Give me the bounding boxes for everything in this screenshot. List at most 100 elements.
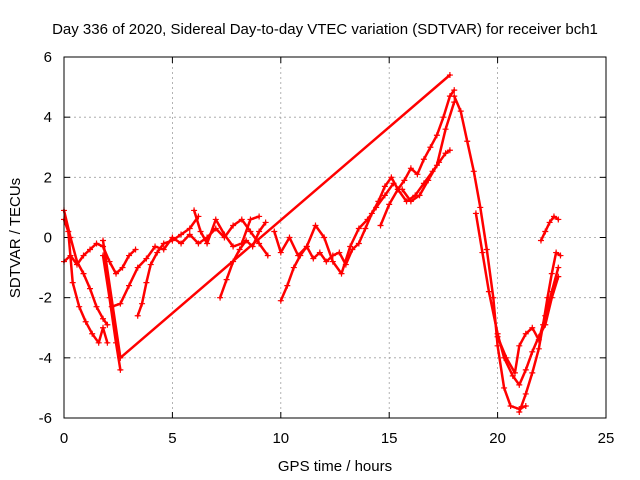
data-point — [544, 294, 551, 301]
data-point — [522, 330, 529, 337]
data-point — [160, 240, 167, 247]
data-point — [433, 132, 440, 139]
data-point — [143, 279, 150, 286]
data-point — [416, 192, 423, 199]
data-point — [529, 324, 536, 331]
data-point — [470, 168, 477, 175]
data-point — [104, 339, 111, 346]
data-point — [82, 318, 89, 325]
data-point — [264, 252, 271, 259]
x-axis-label: GPS time / hours — [278, 458, 392, 475]
data-point — [178, 240, 185, 247]
data-point — [516, 381, 523, 388]
series-isolated — [100, 72, 453, 361]
data-point — [74, 261, 81, 268]
data-point — [401, 177, 408, 184]
data-point — [451, 93, 458, 100]
data-point — [537, 237, 544, 244]
series-sat-m — [451, 93, 529, 412]
data-point — [464, 138, 471, 145]
data-series — [61, 72, 564, 415]
data-point — [516, 342, 523, 349]
y-tick-label: -2 — [39, 290, 52, 307]
chart-title: Day 336 of 2020, Sidereal Day-to-day VTE… — [52, 21, 598, 38]
series-line — [379, 149, 452, 227]
data-point — [134, 312, 141, 319]
series-sat-j — [271, 180, 397, 277]
data-point — [212, 216, 219, 223]
data-point — [511, 369, 518, 376]
data-point — [195, 240, 202, 247]
data-point — [93, 303, 100, 310]
x-tick-label: 0 — [60, 430, 68, 447]
data-point — [477, 204, 484, 211]
data-point — [217, 294, 224, 301]
y-tick-label: 4 — [44, 109, 52, 126]
series-line — [62, 209, 109, 326]
data-point — [154, 249, 161, 256]
series-sat-i — [277, 87, 458, 304]
series-line — [101, 254, 122, 372]
data-point — [100, 315, 107, 322]
data-point — [338, 270, 345, 277]
data-point — [347, 243, 354, 250]
x-tick-label: 25 — [598, 430, 615, 447]
series-sat-f — [134, 213, 202, 319]
data-point — [126, 252, 133, 259]
data-point — [316, 249, 323, 256]
series-sat-q — [537, 213, 562, 244]
data-point — [451, 87, 458, 94]
series-line — [279, 88, 456, 302]
data-point — [425, 177, 432, 184]
data-point — [67, 252, 74, 259]
data-point — [479, 249, 486, 256]
data-point — [522, 366, 529, 373]
data-point — [386, 201, 393, 208]
data-point — [399, 186, 406, 193]
data-point — [221, 231, 228, 238]
axes: 0 5 10 15 20 25 -6 -4 -2 0 2 4 6 — [39, 49, 615, 447]
y-tick-label: -4 — [39, 350, 52, 367]
data-point — [407, 198, 414, 205]
data-point — [373, 204, 380, 211]
data-point — [160, 246, 167, 253]
data-point — [427, 144, 434, 151]
data-point — [303, 243, 310, 250]
data-point — [321, 234, 328, 241]
data-point — [197, 228, 204, 235]
data-point — [113, 270, 120, 277]
data-point — [247, 228, 254, 235]
y-tick-label: -6 — [39, 410, 52, 427]
data-point — [507, 402, 514, 409]
y-tick-label: 0 — [44, 230, 52, 247]
data-point — [355, 225, 362, 232]
series-line — [273, 182, 395, 275]
data-point — [503, 354, 510, 361]
data-point — [80, 252, 87, 259]
series-line — [218, 221, 267, 299]
data-point — [295, 252, 302, 259]
series-sat-g — [191, 207, 263, 250]
data-point — [143, 255, 150, 262]
data-point — [446, 72, 453, 79]
series-line — [62, 242, 137, 275]
y-axis-label: SDTVAR / TECUs — [7, 178, 24, 298]
data-point — [407, 165, 414, 172]
data-point — [362, 225, 369, 232]
data-point — [442, 150, 449, 157]
data-point — [80, 270, 87, 277]
data-point — [457, 108, 464, 115]
series-sat-p — [516, 249, 564, 415]
data-point — [550, 213, 557, 220]
data-point — [509, 372, 516, 379]
data-point — [540, 321, 547, 328]
data-point — [485, 288, 492, 295]
data-point — [377, 222, 384, 229]
data-point — [277, 249, 284, 256]
data-point — [134, 264, 141, 271]
data-point — [535, 345, 542, 352]
data-point — [119, 264, 126, 271]
data-point — [147, 261, 154, 268]
data-point — [230, 222, 237, 229]
series-line — [136, 215, 200, 317]
